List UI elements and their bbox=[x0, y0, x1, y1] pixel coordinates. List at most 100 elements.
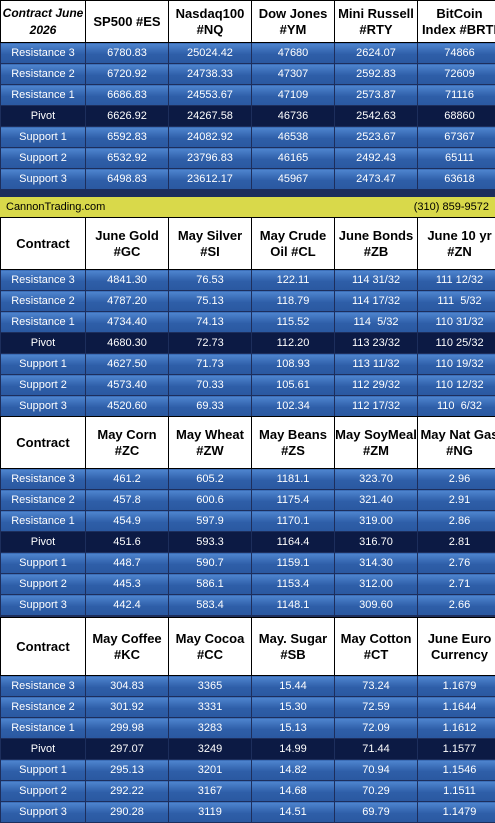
table-cell: 108.93 bbox=[252, 354, 335, 375]
row-label: Resistance 1 bbox=[1, 312, 86, 333]
table-cell: 46165 bbox=[252, 148, 335, 169]
table-cell: 2.96 bbox=[418, 469, 495, 490]
row-label: Support 2 bbox=[1, 375, 86, 396]
table-cell: 4841.30 bbox=[86, 270, 169, 291]
row-label: Resistance 3 bbox=[1, 676, 86, 697]
table-cell: 4680.30 bbox=[86, 333, 169, 354]
table-cell: 72.59 bbox=[335, 697, 418, 718]
contract-header: Contract bbox=[1, 218, 86, 270]
table-cell: 1159.1 bbox=[252, 553, 335, 574]
table-cell: 323.70 bbox=[335, 469, 418, 490]
column-header: Nasdaq100 #NQ bbox=[169, 1, 252, 43]
site-link[interactable]: CannonTrading.com bbox=[6, 197, 105, 217]
table-cell: 15.30 bbox=[252, 697, 335, 718]
table-cell: 1170.1 bbox=[252, 511, 335, 532]
table-cell: 1.1479 bbox=[418, 802, 495, 823]
table-cell: 3167 bbox=[169, 781, 252, 802]
table-cell: 6626.92 bbox=[86, 106, 169, 127]
table-cell: 46736 bbox=[252, 106, 335, 127]
table-cell: 583.4 bbox=[169, 595, 252, 616]
table-cell: 47680 bbox=[252, 43, 335, 64]
table-cell: 6498.83 bbox=[86, 169, 169, 190]
table-cell: 14.99 bbox=[252, 739, 335, 760]
table-cell: 102.34 bbox=[252, 396, 335, 417]
row-label: Support 1 bbox=[1, 553, 86, 574]
table-cell: 1.1546 bbox=[418, 760, 495, 781]
contract-header: Contract June 2026 bbox=[1, 1, 86, 43]
table-cell: 2.76 bbox=[418, 553, 495, 574]
table-cell: 122.11 bbox=[252, 270, 335, 291]
table-cell: 23796.83 bbox=[169, 148, 252, 169]
table-cell: 110 31/32 bbox=[418, 312, 495, 333]
table-cell: 72.09 bbox=[335, 718, 418, 739]
row-label: Support 3 bbox=[1, 396, 86, 417]
table-cell: 114 17/32 bbox=[335, 291, 418, 312]
table-cell: 118.79 bbox=[252, 291, 335, 312]
column-header: May Wheat #ZW bbox=[169, 417, 252, 469]
table-cell: 114 31/32 bbox=[335, 270, 418, 291]
table-cell: 70.29 bbox=[335, 781, 418, 802]
table-cell: 70.94 bbox=[335, 760, 418, 781]
table-cell: 2.71 bbox=[418, 574, 495, 595]
table-cell: 24267.58 bbox=[169, 106, 252, 127]
table-cell: 316.70 bbox=[335, 532, 418, 553]
table-cell: 1148.1 bbox=[252, 595, 335, 616]
table-cell: 4627.50 bbox=[86, 354, 169, 375]
table-cell: 1175.4 bbox=[252, 490, 335, 511]
table-cell: 1.1679 bbox=[418, 676, 495, 697]
table-cell: 24553.67 bbox=[169, 85, 252, 106]
table-cell: 2592.83 bbox=[335, 64, 418, 85]
table-cell: 67367 bbox=[418, 127, 495, 148]
row-label: Pivot bbox=[1, 739, 86, 760]
table-cell: 46538 bbox=[252, 127, 335, 148]
table-cell: 6532.92 bbox=[86, 148, 169, 169]
column-header: Dow Jones #YM bbox=[252, 1, 335, 43]
table-cell: 23612.17 bbox=[169, 169, 252, 190]
table-cell: 71.73 bbox=[169, 354, 252, 375]
table-cell: 292.22 bbox=[86, 781, 169, 802]
table-cell: 2523.67 bbox=[335, 127, 418, 148]
row-label: Pivot bbox=[1, 333, 86, 354]
table-cell: 295.13 bbox=[86, 760, 169, 781]
table-cell: 24082.92 bbox=[169, 127, 252, 148]
table-cell: 112 29/32 bbox=[335, 375, 418, 396]
table-cell: 110 19/32 bbox=[418, 354, 495, 375]
table-cell: 114 5/32 bbox=[335, 312, 418, 333]
table-cell: 2.66 bbox=[418, 595, 495, 616]
table-cell: 113 23/32 bbox=[335, 333, 418, 354]
table-cell: 2.91 bbox=[418, 490, 495, 511]
row-label: Pivot bbox=[1, 106, 86, 127]
table-cell: 15.44 bbox=[252, 676, 335, 697]
row-label: Support 1 bbox=[1, 127, 86, 148]
table-cell: 1153.4 bbox=[252, 574, 335, 595]
table-cell: 72609 bbox=[418, 64, 495, 85]
table-cell: 115.52 bbox=[252, 312, 335, 333]
table-cell: 15.13 bbox=[252, 718, 335, 739]
table-cell: 2573.87 bbox=[335, 85, 418, 106]
column-header: May Corn #ZC bbox=[86, 417, 169, 469]
row-label: Support 3 bbox=[1, 169, 86, 190]
table-cell: 1.1577 bbox=[418, 739, 495, 760]
table-cell: 600.6 bbox=[169, 490, 252, 511]
table-cell: 593.3 bbox=[169, 532, 252, 553]
table-cell: 105.61 bbox=[252, 375, 335, 396]
table-cell: 6720.92 bbox=[86, 64, 169, 85]
